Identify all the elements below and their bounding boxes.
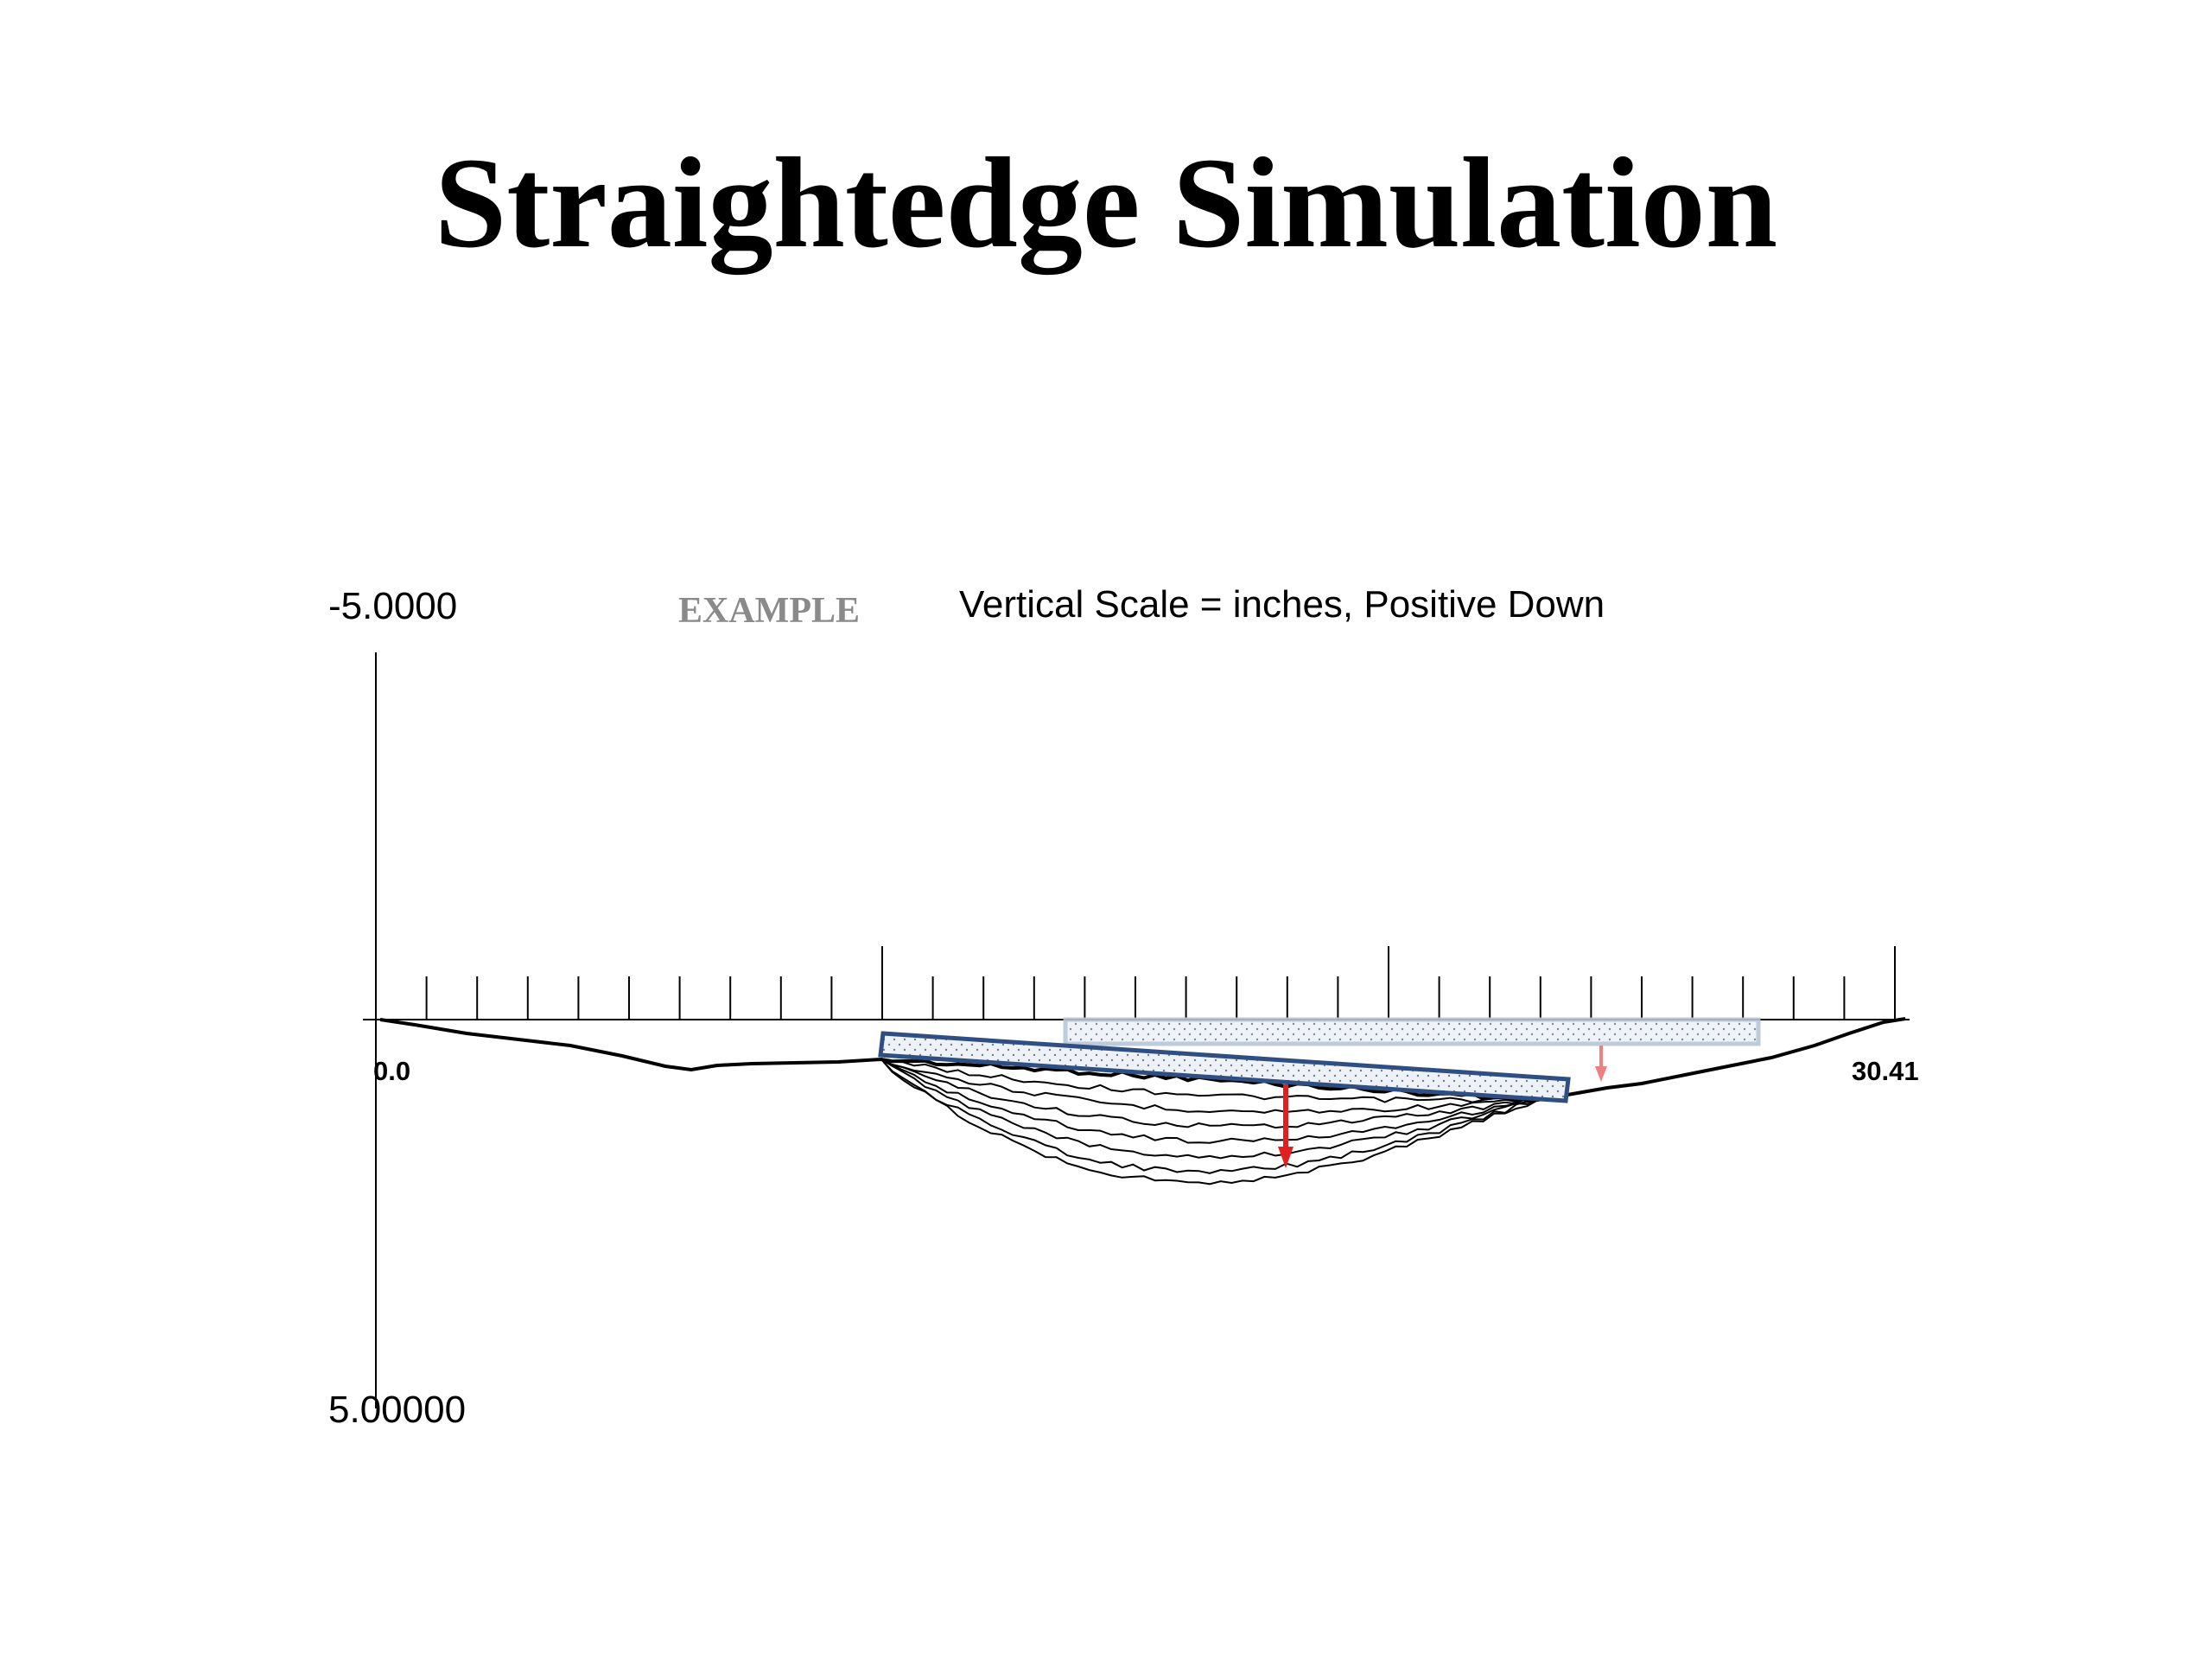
profile-curve-offset	[379, 1018, 1906, 1160]
profile-curves	[379, 1017, 1906, 1185]
profile-curve-offset	[379, 1018, 1906, 1103]
profile-curve-offset	[379, 1018, 1906, 1129]
profile-curve-offset	[379, 1018, 1906, 1174]
y-axis-bottom-label: 5.00000	[328, 1389, 467, 1431]
x-axis-start-label: 0.0	[373, 1056, 411, 1086]
deviation-arrow	[1278, 1084, 1294, 1168]
example-label: EXAMPLE	[678, 591, 860, 631]
x-axis-end-label: 30.41	[1852, 1056, 1919, 1086]
page-title: Straightedge Simulation	[434, 131, 1778, 275]
profile-curve-offset	[379, 1018, 1906, 1144]
profile-curve-offset	[379, 1018, 1906, 1185]
tick-marks	[375, 946, 1896, 1020]
straightedge-dark	[878, 1031, 1571, 1103]
vertical-scale-note: Vertical Scale = inches, Positive Down	[959, 583, 1605, 626]
straightedge-light	[1063, 1017, 1761, 1046]
deviation-arrow-light	[1595, 1046, 1607, 1082]
y-axis-top-label: -5.0000	[328, 585, 458, 627]
